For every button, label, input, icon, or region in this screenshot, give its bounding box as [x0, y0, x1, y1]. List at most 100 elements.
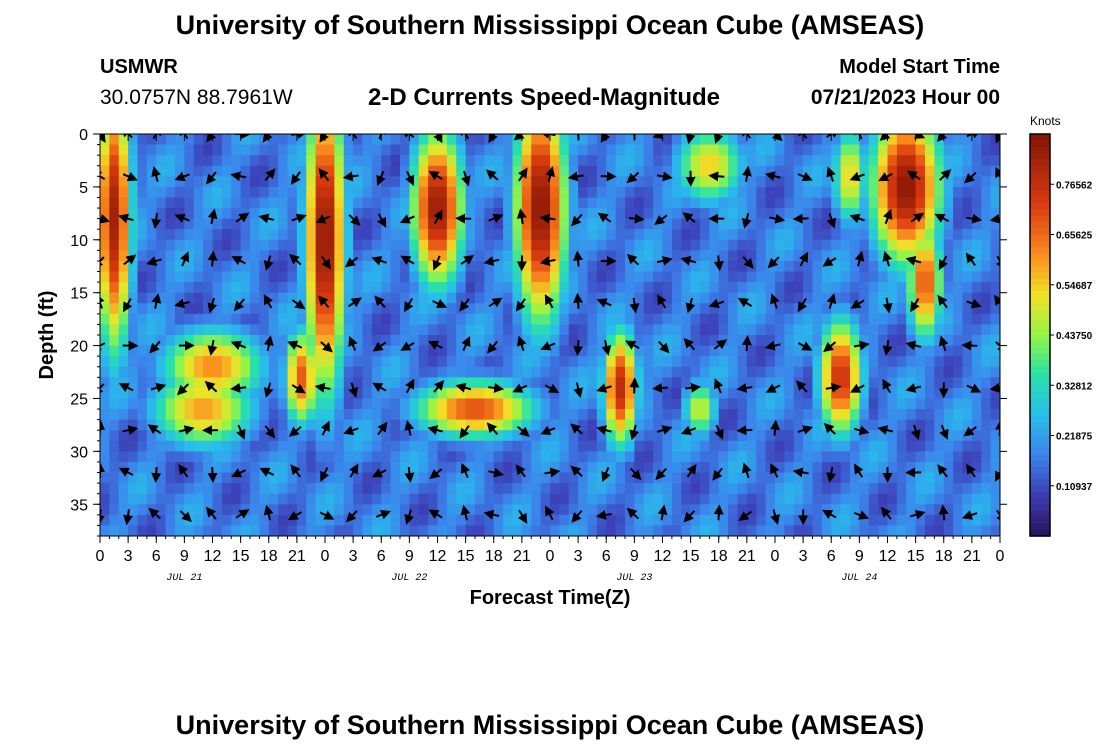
- heat-cell: [775, 514, 785, 527]
- heat-cell: [643, 229, 654, 241]
- heat-cell: [981, 430, 992, 442]
- heat-cell: [334, 377, 345, 389]
- heat-cell: [418, 282, 429, 294]
- heat-cell: [671, 419, 682, 431]
- heat-cell: [203, 324, 214, 336]
- heat-cell: [587, 525, 598, 536]
- x-tick-label: 9: [855, 548, 864, 565]
- heat-cell: [175, 440, 185, 452]
- heat-cell: [446, 377, 457, 389]
- heat-cell: [812, 514, 823, 527]
- heat-cell: [493, 504, 504, 516]
- heat-cell: [943, 430, 954, 442]
- heat-cell: [212, 504, 223, 516]
- heat-cell: [353, 387, 364, 400]
- current-arrow: [371, 468, 387, 478]
- heat-cell: [221, 186, 232, 199]
- heat-cell: [325, 197, 335, 209]
- heat-cell: [165, 525, 176, 536]
- heat-cell: [896, 356, 907, 368]
- heat-cell: [334, 419, 345, 431]
- heat-cell: [587, 155, 598, 167]
- heat-cell: [850, 472, 860, 484]
- heat-cell: [906, 155, 917, 167]
- heat-cell: [381, 514, 392, 527]
- heat-cell: [184, 218, 195, 230]
- heat-cell: [606, 366, 617, 378]
- heat-cell: [840, 472, 851, 484]
- heat-cell: [709, 197, 720, 209]
- heat-cell: [128, 409, 139, 421]
- heat-cell: [400, 504, 410, 516]
- heat-cell: [840, 451, 851, 463]
- heat-cell: [306, 155, 317, 167]
- heat-cell: [296, 208, 307, 220]
- heat-cell: [521, 250, 532, 262]
- heat-cell: [775, 292, 785, 304]
- y-tick-label: 10: [70, 233, 88, 250]
- heat-cell: [446, 271, 457, 283]
- current-arrow: [938, 335, 949, 352]
- heat-cell: [381, 483, 392, 495]
- heat-cell: [165, 504, 176, 516]
- heat-cell: [690, 472, 701, 484]
- heat-cell: [850, 250, 860, 262]
- heat-cell: [831, 514, 842, 527]
- heat-cell: [887, 271, 898, 283]
- heat-cell: [887, 493, 898, 505]
- heat-cell: [868, 165, 879, 177]
- current-arrow: [539, 213, 556, 224]
- heat-cell: [971, 134, 982, 146]
- heat-cell: [756, 335, 767, 347]
- heat-cell: [831, 208, 842, 220]
- heat-cell: [343, 134, 354, 146]
- heat-cell: [625, 440, 635, 452]
- heat-cell: [400, 377, 410, 389]
- heat-cell: [325, 208, 335, 220]
- heat-cell: [775, 504, 785, 516]
- heat-cell: [643, 176, 654, 188]
- heat-cell: [587, 186, 598, 199]
- heat-cell: [203, 271, 214, 283]
- heat-cell: [118, 313, 129, 326]
- heat-cell: [765, 313, 776, 326]
- heat-cell: [756, 239, 767, 251]
- heat-cell: [700, 387, 710, 400]
- heat-cell: [943, 525, 954, 536]
- heat-cell: [971, 292, 982, 304]
- heat-cell: [465, 260, 476, 273]
- heat-cell: [550, 134, 560, 146]
- colorbar-band: [1030, 209, 1050, 217]
- current-arrow: [595, 509, 612, 520]
- heat-cell: [934, 440, 945, 452]
- current-arrow: [937, 294, 948, 309]
- heat-cell: [671, 303, 682, 315]
- heat-cell: [381, 387, 392, 400]
- x-tick-label: 0: [546, 548, 555, 565]
- heat-cell: [962, 165, 973, 177]
- heat-cell: [690, 387, 701, 400]
- day-label: JUL 23: [616, 573, 652, 584]
- heat-cell: [925, 430, 935, 442]
- current-arrow: [345, 510, 358, 523]
- heat-cell: [531, 472, 542, 484]
- current-arrow: [461, 170, 471, 187]
- heat-cell: [681, 356, 692, 368]
- heat-cell: [175, 165, 185, 177]
- heat-cell: [221, 144, 232, 156]
- heat-cell: [662, 324, 673, 336]
- heat-cell: [615, 377, 626, 389]
- heat-cell: [784, 324, 795, 336]
- heat-cell: [981, 260, 992, 273]
- heat-cell: [362, 493, 373, 505]
- heat-cell: [587, 229, 598, 241]
- current-arrow: [567, 171, 584, 182]
- heat-cell: [156, 525, 167, 536]
- heat-cell: [334, 398, 345, 410]
- heat-cell: [681, 197, 692, 209]
- heat-cell: [962, 260, 973, 273]
- heat-cell: [146, 366, 157, 378]
- heat-cell: [521, 356, 532, 368]
- heat-cell: [156, 419, 167, 431]
- heat-cell: [315, 282, 326, 294]
